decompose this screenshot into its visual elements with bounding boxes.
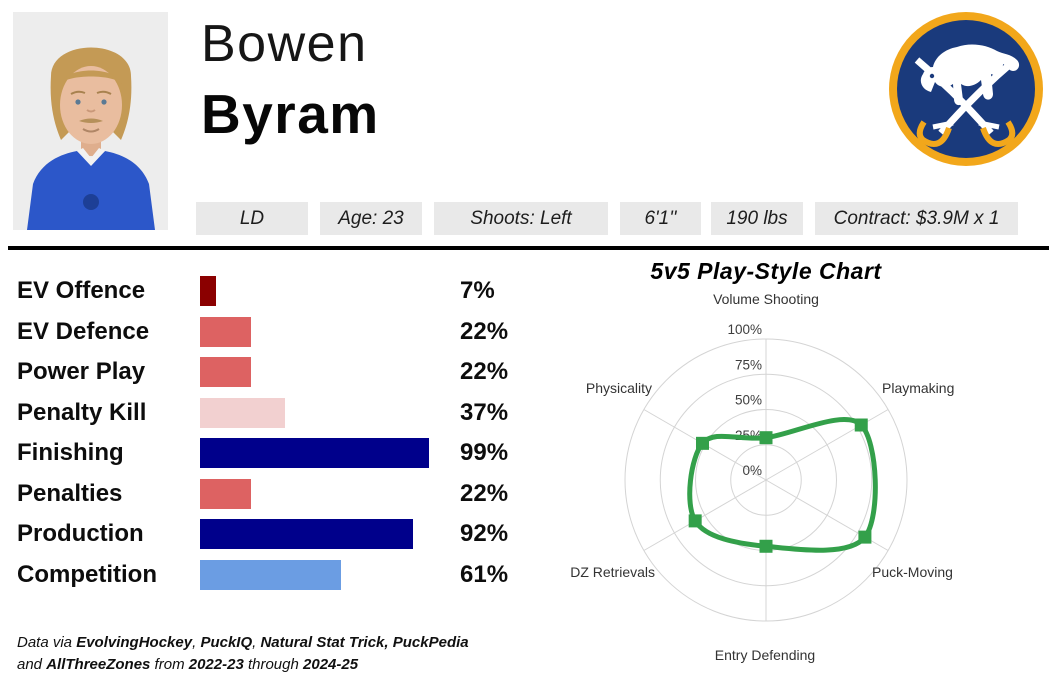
stat-bar (200, 438, 429, 468)
stat-value: 99% (460, 439, 509, 466)
radar-data-point (688, 514, 702, 528)
stat-value: 37% (460, 399, 509, 426)
radar-chart-title: 5v5 Play-Style Chart (650, 258, 882, 284)
stat-label: Penalty Kill (17, 399, 147, 426)
stat-value: 61% (460, 561, 509, 588)
stat-value: 22% (460, 318, 509, 345)
radar-data-point (854, 418, 868, 432)
stat-label: EV Defence (17, 318, 150, 345)
stat-bar (200, 398, 285, 428)
stat-bar (200, 479, 251, 509)
stat-bar (200, 317, 251, 347)
stat-value: 92% (460, 520, 509, 547)
radar-tick-label: 100% (727, 322, 762, 337)
data-sources-footer: Data via EvolvingHockey, PuckIQ, Natural… (17, 632, 469, 676)
team-logo-sabres-icon (889, 12, 1043, 166)
stat-label: EV Offence (17, 277, 146, 304)
stat-bar (200, 519, 413, 549)
stat-label: Production (17, 520, 144, 547)
footer-line: Data via EvolvingHockey, PuckIQ, Natural… (17, 634, 469, 651)
radar-data-point (696, 436, 710, 450)
stat-value: 7% (460, 277, 495, 304)
radar-chart: 0%25%50%75%100%Volume ShootingPlaymaking… (570, 291, 954, 663)
stat-label: Competition (17, 561, 157, 588)
header-divider (8, 246, 1049, 250)
badge-3: 6'1'' (620, 202, 701, 235)
radar-axis-label: Playmaking (882, 380, 954, 396)
badge-1: Age: 23 (320, 202, 422, 235)
stat-bar (200, 276, 216, 306)
radar-axis-label: Entry Defending (715, 647, 815, 663)
player-last-name: Byram (201, 83, 380, 145)
radar-tick-label: 0% (742, 463, 762, 478)
badge-0: LD (196, 202, 308, 235)
radar-data-point (858, 530, 872, 544)
stat-bar (200, 560, 341, 590)
jersey-shape (27, 151, 155, 230)
footer-line: and AllThreeZones from 2022-23 through 2… (17, 656, 359, 673)
stat-bar (200, 357, 251, 387)
stat-value: 22% (460, 358, 509, 385)
radar-tick-label: 75% (735, 357, 762, 372)
stat-label: Finishing (17, 439, 124, 466)
player-first-name: Bowen (201, 15, 368, 73)
radar-axis-label: DZ Retrievals (570, 564, 655, 580)
badge-2: Shoots: Left (434, 202, 608, 235)
badge-4: 190 lbs (711, 202, 803, 235)
player-photo (13, 12, 168, 230)
stat-label: Power Play (17, 358, 146, 385)
radar-axis-label: Volume Shooting (713, 291, 819, 307)
stat-value: 22% (460, 480, 509, 507)
player-name: Bowen Byram (201, 14, 380, 154)
radar-axis-label: Puck-Moving (872, 564, 953, 580)
radar-data-point (759, 431, 773, 445)
radar-axis-label: Physicality (586, 380, 652, 396)
badge-5: Contract: $3.9M x 1 (815, 202, 1018, 235)
radar-tick-label: 50% (735, 393, 762, 408)
radar-data-point (759, 539, 773, 553)
stat-label: Penalties (17, 480, 123, 507)
